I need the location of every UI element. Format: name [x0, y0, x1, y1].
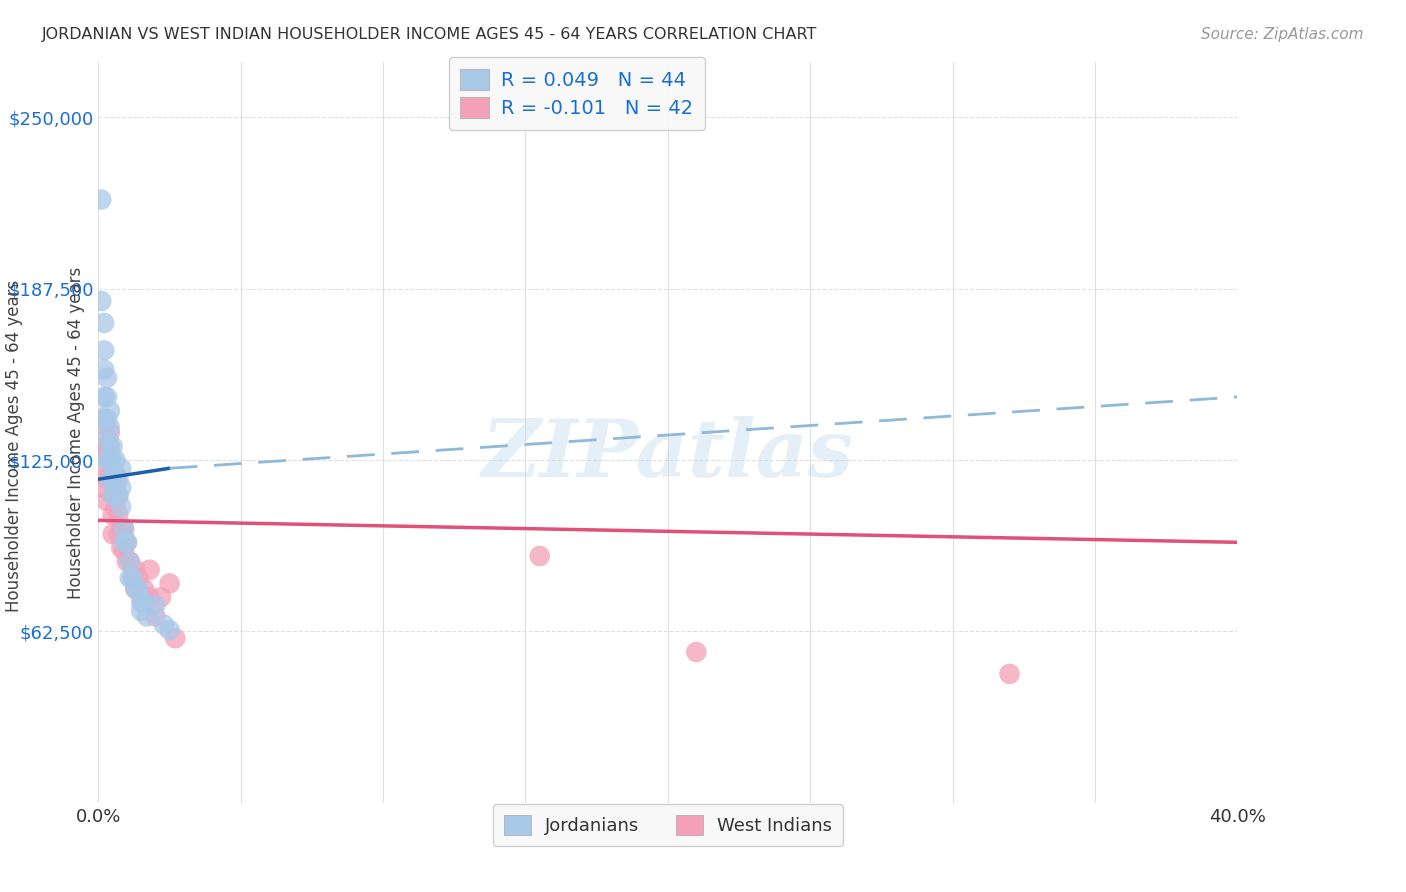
Y-axis label: Householder Income Ages 45 - 64 years: Householder Income Ages 45 - 64 years: [66, 267, 84, 599]
Point: [93, 316, 115, 330]
Point: [107, 489, 129, 503]
Point: [104, 467, 127, 481]
Point: [96, 371, 118, 385]
Point: [96, 445, 118, 459]
Point: [145, 609, 167, 624]
Point: [110, 480, 132, 494]
Point: [93, 417, 115, 432]
Point: [101, 489, 124, 503]
Point: [129, 604, 152, 618]
Point: [115, 535, 138, 549]
Point: [107, 527, 129, 541]
Point: [529, 549, 551, 563]
Point: [132, 582, 155, 596]
Point: [101, 508, 124, 522]
Point: [115, 535, 138, 549]
Point: [101, 453, 124, 467]
Point: [159, 623, 181, 637]
Point: [112, 543, 135, 558]
Point: [112, 535, 135, 549]
Point: [90, 293, 112, 308]
Point: [101, 489, 124, 503]
Point: [96, 494, 118, 508]
Text: Source: ZipAtlas.com: Source: ZipAtlas.com: [1201, 27, 1364, 42]
Point: [118, 554, 141, 568]
Point: [98, 453, 121, 467]
Point: [124, 563, 146, 577]
Text: JORDANIAN VS WEST INDIAN HOUSEHOLDER INCOME AGES 45 - 64 YEARS CORRELATION CHART: JORDANIAN VS WEST INDIAN HOUSEHOLDER INC…: [42, 27, 817, 42]
Point: [110, 522, 132, 536]
Point: [93, 461, 115, 475]
Point: [90, 412, 112, 426]
Point: [124, 582, 146, 596]
Point: [96, 412, 118, 426]
Point: [107, 508, 129, 522]
Point: [135, 609, 157, 624]
Text: Householder Income Ages 45 - 64 years: Householder Income Ages 45 - 64 years: [6, 280, 22, 612]
Legend: Jordanians, West Indians: Jordanians, West Indians: [494, 804, 842, 846]
Point: [107, 489, 129, 503]
Point: [998, 667, 1021, 681]
Point: [110, 500, 132, 514]
Point: [138, 590, 160, 604]
Point: [150, 590, 173, 604]
Point: [98, 467, 121, 481]
Point: [93, 439, 115, 453]
Point: [104, 480, 127, 494]
Point: [101, 472, 124, 486]
Point: [129, 596, 152, 610]
Point: [110, 541, 132, 555]
Point: [115, 554, 138, 568]
Point: [685, 645, 707, 659]
Point: [93, 343, 115, 358]
Point: [96, 390, 118, 404]
Point: [104, 453, 127, 467]
Point: [159, 576, 181, 591]
Point: [96, 472, 118, 486]
Point: [98, 445, 121, 459]
Text: ZIPatlas: ZIPatlas: [482, 416, 853, 493]
Point: [98, 439, 121, 453]
Point: [145, 599, 167, 613]
Point: [101, 439, 124, 453]
Point: [104, 500, 127, 514]
Point: [93, 480, 115, 494]
Point: [121, 571, 143, 585]
Point: [104, 472, 127, 486]
Point: [98, 403, 121, 417]
Point: [96, 431, 118, 445]
Point: [138, 563, 160, 577]
Point: [112, 522, 135, 536]
Point: [165, 632, 187, 646]
Point: [112, 522, 135, 536]
Point: [153, 617, 176, 632]
Point: [93, 362, 115, 376]
Point: [96, 453, 118, 467]
Point: [127, 571, 149, 585]
Point: [132, 596, 155, 610]
Point: [107, 472, 129, 486]
Point: [98, 472, 121, 486]
Point: [98, 425, 121, 440]
Point: [118, 554, 141, 568]
Point: [129, 590, 152, 604]
Point: [121, 571, 143, 585]
Point: [118, 571, 141, 585]
Point: [101, 527, 124, 541]
Point: [98, 420, 121, 434]
Point: [110, 461, 132, 475]
Point: [90, 193, 112, 207]
Point: [90, 445, 112, 459]
Point: [127, 582, 149, 596]
Point: [93, 412, 115, 426]
Point: [93, 390, 115, 404]
Point: [124, 582, 146, 596]
